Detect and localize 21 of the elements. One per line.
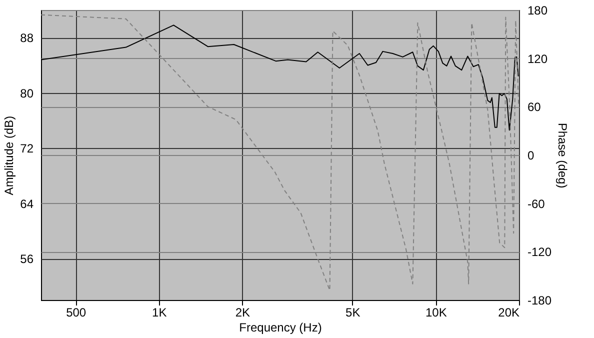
x-tick-label: 1K (152, 306, 167, 320)
y2-axis-title: Phase (deg) (556, 122, 570, 188)
x-tick-label: 5K (346, 306, 360, 320)
y2-tick-label: 180 (528, 4, 548, 18)
y-tick-label: 64 (20, 196, 34, 211)
x-tick-label: 10K (426, 306, 447, 320)
y-tick-label: 56 (20, 252, 34, 266)
y-tick-label: 80 (20, 86, 34, 100)
y2-tick-label: -180 (528, 294, 552, 308)
x-tick-label: 2K (235, 306, 250, 320)
y-axis-title: Amplitude (dB) (2, 116, 16, 196)
y2-tick-label: 120 (528, 52, 548, 66)
y2-tick-label: 0 (528, 148, 534, 162)
y2-tick-label: -60 (528, 196, 546, 211)
y-tick-label: 88 (20, 31, 34, 46)
y2-tick-label: 60 (528, 100, 542, 114)
x-tick-label: 500 (66, 306, 86, 320)
y-tick-label: 72 (20, 142, 34, 156)
x-tick-label: 20K (498, 306, 520, 320)
x-axis-title: Frequency (Hz) (239, 320, 322, 334)
y2-tick-label: -120 (528, 245, 552, 260)
